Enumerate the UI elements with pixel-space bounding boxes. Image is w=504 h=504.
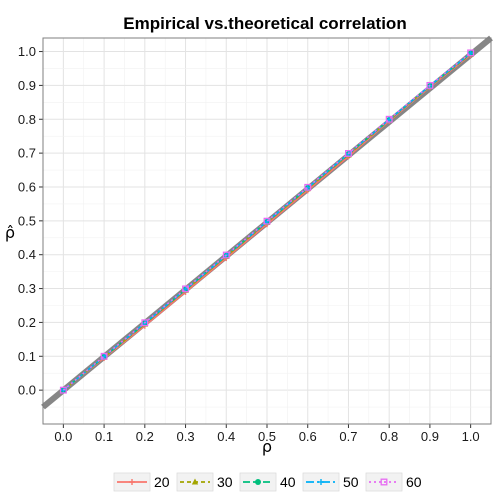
x-tick-label: 0.5 (258, 429, 276, 444)
legend-item-30: 30 (176, 472, 233, 492)
chart-title: Empirical vs.theoretical correlation (123, 14, 406, 33)
x-tick-label: 0.9 (421, 429, 439, 444)
legend-label: 50 (343, 474, 359, 490)
legend-label: 30 (217, 474, 233, 490)
data-point-60 (263, 217, 271, 225)
series-60 (59, 49, 475, 394)
data-point-60 (467, 49, 475, 57)
series-line-60 (62, 52, 472, 391)
plot-border (42, 37, 492, 425)
y-tick-label: 0.8 (18, 112, 36, 127)
data-point-60 (426, 81, 434, 89)
legend-key-marker (191, 478, 199, 485)
legend: 20 30 40 50 60 (113, 472, 422, 492)
grid (43, 38, 491, 424)
legend-key-marker (380, 478, 388, 486)
y-tick-label: 0.3 (18, 281, 36, 296)
x-tick-label: 0.4 (217, 429, 235, 444)
y-tick-label: 0.0 (18, 383, 36, 398)
legend-label: 60 (406, 474, 422, 490)
x-axis-label: ρ (262, 437, 272, 456)
data-point-60 (59, 386, 67, 394)
y-tick-label: 0.6 (18, 179, 36, 194)
legend-item-40: 40 (239, 472, 296, 492)
x-tick-label: 0.3 (177, 429, 195, 444)
y-tick-label: 0.2 (18, 315, 36, 330)
series-line-50 (62, 52, 472, 391)
legend-label: 20 (154, 474, 170, 490)
data-point-60 (182, 285, 189, 293)
y-tick-label: 0.5 (18, 213, 36, 228)
x-tick-label: 0.1 (95, 429, 113, 444)
y-axis-label: ρ̂ (5, 223, 15, 242)
y-tick-label: 0.4 (18, 247, 36, 262)
legend-key-marker (129, 479, 135, 485)
legend-key-marker (255, 479, 261, 485)
data-point-60 (345, 150, 352, 157)
data-point-60 (304, 183, 312, 191)
x-tick-label: 0.2 (136, 429, 154, 444)
data-point-60 (100, 352, 108, 360)
legend-item-60: 60 (365, 472, 422, 492)
x-tick-label: 0.7 (339, 429, 357, 444)
x-tick-label: 1.0 (462, 429, 480, 444)
series-group (59, 49, 475, 394)
data-point-60 (141, 319, 149, 327)
legend-item-50: 50 (302, 472, 359, 492)
x-tick-label: 0.0 (54, 429, 72, 444)
y-tick-label: 0.9 (18, 78, 36, 93)
data-point-60 (385, 115, 393, 123)
legend-item-20: 20 (113, 472, 170, 492)
y-tick-label: 0.1 (18, 349, 36, 364)
legend-label: 40 (280, 474, 296, 490)
y-tick-label: 1.0 (18, 44, 36, 59)
data-point-60 (222, 251, 230, 259)
x-tick-label: 0.8 (380, 429, 398, 444)
x-tick-label: 0.6 (299, 429, 317, 444)
x-axis-ticks: 0.0 0.1 0.2 0.3 0.4 0.5 0.6 0.7 0.8 0.9 1.0 (54, 424, 480, 444)
legend-key-marker (318, 479, 324, 485)
y-tick-label: 0.7 (18, 146, 36, 161)
y-axis-ticks: 0.0 0.1 0.2 0.3 0.4 0.5 0.6 0.7 0.8 0.9 1.0 (18, 44, 43, 398)
